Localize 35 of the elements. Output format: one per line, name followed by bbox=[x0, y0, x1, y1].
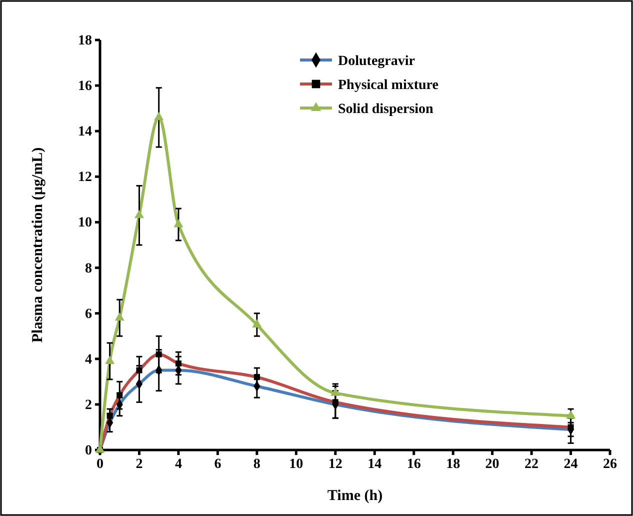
x-tick-label: 18 bbox=[446, 456, 460, 472]
legend-label: Dolutegravir bbox=[338, 54, 415, 69]
y-tick-label: 12 bbox=[78, 170, 92, 186]
x-tick-label: 16 bbox=[406, 456, 421, 472]
x-tick-label: 6 bbox=[214, 456, 222, 472]
legend-label: Physical mixture bbox=[338, 78, 438, 93]
x-axis-title: Time (h) bbox=[327, 488, 383, 504]
y-tick-label: 16 bbox=[78, 79, 92, 94]
x-tick-label: 26 bbox=[603, 456, 617, 472]
x-tick-label: 2 bbox=[136, 456, 143, 472]
y-tick-label: 8 bbox=[85, 261, 92, 276]
y-tick-label: 18 bbox=[78, 33, 92, 48]
x-tick-label: 8 bbox=[253, 456, 260, 472]
y-tick-label: 10 bbox=[78, 216, 92, 231]
y-axis-title: Plasma concentration (µg/mL) bbox=[30, 147, 46, 343]
x-tick-label: 24 bbox=[564, 456, 578, 472]
point bbox=[174, 218, 184, 228]
y-tick-label: 2 bbox=[85, 398, 92, 413]
y-tick-label: 6 bbox=[85, 306, 92, 322]
x-tick-label: 22 bbox=[524, 456, 539, 472]
point bbox=[114, 312, 124, 321]
y-tick-label: 0 bbox=[85, 443, 92, 458]
y-tick-label: 14 bbox=[78, 124, 92, 140]
x-tick-label: 20 bbox=[485, 456, 500, 472]
point bbox=[154, 112, 164, 120]
point bbox=[134, 210, 144, 218]
point bbox=[105, 356, 115, 364]
point bbox=[252, 319, 262, 328]
x-tick-label: 14 bbox=[368, 456, 382, 472]
y-tick-label: 4 bbox=[85, 352, 92, 368]
x-tick-label: 4 bbox=[174, 456, 182, 472]
x-tick-label: 10 bbox=[289, 456, 304, 472]
x-tick-label: 0 bbox=[96, 456, 104, 472]
x-tick-label: 12 bbox=[328, 456, 342, 472]
legend-label: Solid dispersion bbox=[338, 102, 434, 117]
